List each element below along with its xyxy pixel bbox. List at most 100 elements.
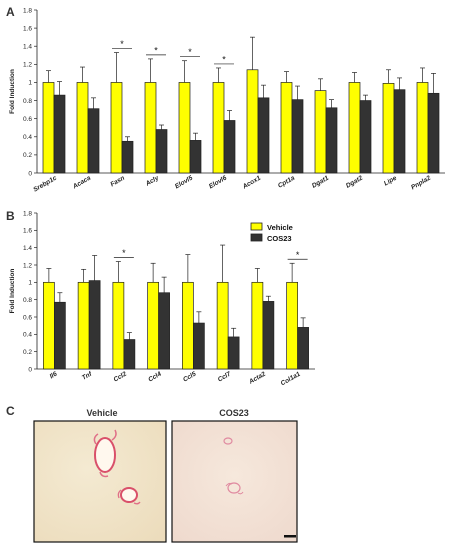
significance-star: * [222, 54, 226, 64]
micrograph-vehicle [33, 420, 167, 543]
bar-cos23 [227, 336, 240, 370]
y-axis-label: Fold Induction [9, 269, 16, 314]
x-tick-label: Elovl6 [208, 174, 228, 190]
legend-swatch-vehicle [250, 222, 263, 231]
bar-cos23 [155, 129, 168, 174]
y-tick-label: 0.2 [23, 152, 32, 159]
bar-vehicle [178, 82, 191, 174]
bar-cos23 [223, 120, 236, 174]
panel-letter-a: A [6, 5, 15, 19]
y-tick-label: 0.6 [23, 314, 32, 321]
x-tick-label: Acox1 [241, 174, 263, 191]
legend-label-cos23: COS23 [267, 234, 292, 243]
micrograph-title-cos23: COS23 [219, 408, 249, 418]
panel-letter-c: C [6, 404, 15, 418]
scale-bar [284, 535, 296, 538]
bar-vehicle [43, 281, 55, 370]
bar-cos23 [193, 322, 205, 370]
vessel-large [94, 437, 116, 473]
x-tick-label: Acta2 [247, 370, 267, 386]
bar-cos23 [325, 107, 338, 174]
x-tick-label: Dgat2 [345, 174, 364, 189]
bar-cos23 [121, 140, 134, 174]
y-tick-label: 0.4 [23, 134, 32, 141]
bar-cos23 [291, 99, 304, 174]
x-tick-label: Cpt1a [277, 174, 296, 189]
bar-vehicle [212, 82, 225, 174]
x-tick-label: Ccl2 [112, 370, 128, 383]
y-tick-label: 1.6 [23, 25, 32, 32]
x-tick-label: Dgat1 [311, 174, 330, 189]
legend-label-vehicle: Vehicle [267, 223, 293, 232]
bar-vehicle [77, 281, 90, 370]
bar-cos23 [393, 89, 406, 174]
bar-cos23 [123, 339, 136, 370]
bar-cos23 [158, 292, 170, 370]
bar-vehicle [416, 82, 429, 174]
bar-cos23 [262, 301, 275, 370]
y-tick-label: 1.4 [23, 44, 32, 51]
bar-vehicle [251, 281, 264, 370]
legend: Vehicle COS23 [250, 222, 293, 243]
bar-cos23 [87, 108, 100, 174]
bar-vehicle [280, 82, 293, 174]
x-tick-label: Lipe [383, 174, 398, 187]
x-tick-label: Ccl7 [217, 370, 233, 383]
micrograph-cos23 [171, 420, 298, 543]
x-tick-label: Acaca [71, 174, 92, 190]
y-tick-label: 1 [28, 280, 32, 287]
bar-vehicle [110, 82, 123, 174]
y-tick-label: 0 [28, 366, 32, 373]
bar-vehicle [76, 82, 89, 174]
significance-star: * [188, 47, 192, 57]
bar-cos23 [88, 280, 101, 370]
x-tick-label: Ccl4 [147, 370, 163, 383]
x-tick-label: Elovl5 [174, 174, 194, 190]
y-axis-label: Fold Induction [9, 69, 16, 114]
bar-vehicle [42, 82, 55, 174]
bar-vehicle [348, 82, 361, 174]
y-tick-label: 0.8 [23, 98, 32, 105]
x-tick-label: Il6 [49, 370, 59, 380]
y-tick-label: 1.2 [23, 62, 32, 69]
x-tick-label: Ccl5 [182, 370, 198, 383]
significance-star: * [122, 248, 126, 258]
x-tick-label: Srebp1c [32, 174, 58, 193]
bar-cos23 [427, 92, 440, 174]
x-tick-label: Tnf [81, 370, 94, 382]
bar-vehicle [182, 281, 194, 370]
significance-star: * [120, 39, 124, 49]
bar-vehicle [112, 281, 125, 370]
y-tick-label: 1.4 [23, 245, 32, 252]
bar-cos23 [257, 97, 270, 174]
y-tick-label: 0.4 [23, 332, 32, 339]
panel-letter-b: B [6, 209, 15, 223]
bar-vehicle [144, 82, 157, 174]
x-tick-label: Col1a1 [280, 370, 302, 387]
bar-vehicle [382, 82, 395, 174]
y-tick-label: 1 [28, 80, 32, 87]
y-tick-label: 1.8 [23, 7, 32, 14]
bar-vehicle [286, 281, 298, 370]
y-tick-label: 0.8 [23, 297, 32, 304]
y-tick-label: 1.6 [23, 228, 32, 235]
bar-vehicle [147, 281, 159, 370]
bar-vehicle [246, 69, 259, 174]
bar-cos23 [189, 140, 202, 174]
micrograph-title-vehicle: Vehicle [86, 408, 117, 418]
significance-star: * [296, 250, 300, 260]
y-tick-label: 1.2 [23, 262, 32, 269]
y-tick-label: 0.2 [23, 349, 32, 356]
y-tick-label: 1.8 [23, 210, 32, 217]
bar-cos23 [53, 94, 66, 174]
legend-swatch-cos23 [250, 233, 263, 242]
y-tick-label: 0.6 [23, 116, 32, 123]
bar-cos23 [54, 301, 66, 370]
y-tick-label: 0 [28, 170, 32, 177]
x-tick-label: Fasn [109, 175, 126, 189]
vessel-small [120, 487, 138, 503]
bar-vehicle [216, 281, 229, 370]
bar-vehicle [314, 90, 327, 174]
bar-cos23 [297, 327, 309, 370]
